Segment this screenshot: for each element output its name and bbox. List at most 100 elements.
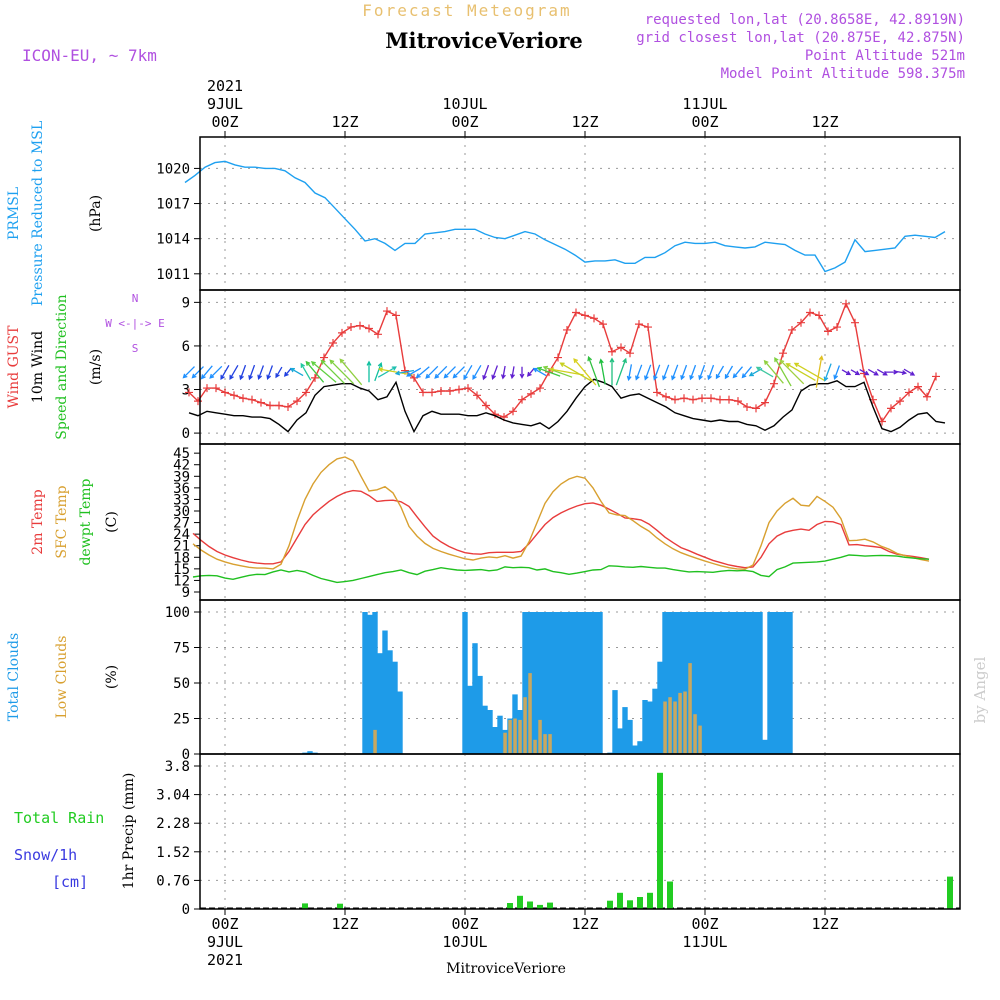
compass-s: S <box>132 342 139 355</box>
panel-label: PRMSL <box>6 187 22 240</box>
y-tick-label: 30 <box>173 504 190 520</box>
total-cloud-bar <box>697 612 703 754</box>
total-cloud-bar <box>577 612 583 754</box>
wind-arrow <box>191 366 204 379</box>
panel-label: dewpt Temp <box>78 478 94 565</box>
total-cloud-bar <box>522 612 528 754</box>
top-time-label: 00Z <box>211 113 238 131</box>
y-tick-label: 0 <box>182 902 190 918</box>
y-tick-label: 0.76 <box>156 873 190 889</box>
total-cloud-bar <box>482 705 488 754</box>
wind-arrow <box>472 364 482 380</box>
gust-marker <box>392 311 400 320</box>
total-cloud-bar <box>387 650 393 754</box>
top-time-label: 00Z <box>691 113 718 131</box>
total-cloud-bar <box>712 612 718 754</box>
y-tick-label: 25 <box>173 712 190 728</box>
total-cloud-bar <box>472 643 478 754</box>
gust-marker <box>320 353 328 362</box>
y-tick-label: 0 <box>182 426 190 442</box>
wind-arrow <box>239 364 247 381</box>
panel-label: Total Clouds <box>6 633 22 721</box>
location-title: MitroviceVeriore <box>385 28 583 53</box>
series-line-0 <box>192 489 930 569</box>
gust-marker <box>734 397 742 406</box>
top-time-label: 12Z <box>571 113 598 131</box>
total-cloud-bar <box>777 612 783 754</box>
y-tick-label: 12 <box>173 573 190 589</box>
gust-marker <box>770 379 778 388</box>
y-tick-label: 39 <box>173 469 190 485</box>
gust-marker <box>383 307 391 316</box>
rain-bar <box>527 901 533 909</box>
total-cloud-bar <box>742 612 748 754</box>
total-cloud-bar <box>662 612 668 754</box>
wind-arrow <box>500 365 506 380</box>
gust-marker <box>473 391 481 400</box>
bottom-time-label: 10JUL <box>442 933 487 951</box>
gust-marker <box>356 321 364 330</box>
gust-marker <box>662 392 670 401</box>
wind-arrow <box>626 364 633 382</box>
gust-marker <box>914 382 922 391</box>
compass-we: W <-|-> E <box>105 317 165 330</box>
wind-arrow <box>755 366 774 378</box>
gust-marker <box>230 391 238 400</box>
total-cloud-bar <box>372 612 378 754</box>
wind-arrow <box>894 370 908 376</box>
gust-marker <box>239 394 247 403</box>
panel-label: Wind GUST <box>6 325 22 409</box>
total-cloud-bar <box>617 728 623 754</box>
panel-label: 2m Temp <box>30 489 46 554</box>
wind-arrow <box>573 358 597 386</box>
y-tick-label: 3.8 <box>165 759 190 775</box>
gust-marker <box>689 395 697 404</box>
panels-layer: 1011 1014 1017 1020 PRMSL Pressure Reduced to… <box>6 77 961 969</box>
gust-marker <box>554 353 562 362</box>
y-tick-label: 21 <box>173 539 190 555</box>
gust-marker <box>518 395 526 404</box>
gust-marker <box>842 299 850 308</box>
gust-marker <box>203 384 211 393</box>
wind-arrow <box>707 364 715 381</box>
y-tick-label: 0 <box>182 747 190 763</box>
gust-marker <box>365 324 373 333</box>
panel-frame <box>199 753 961 910</box>
top-time-label: 12Z <box>331 113 358 131</box>
panel-wind: 0 3 6 9 Wind GUST 10m Wind Speed and Direction… <box>6 289 961 445</box>
rain-bar <box>657 772 663 909</box>
wind-arrow <box>698 364 706 381</box>
snow-label: Snow/1h <box>14 846 77 864</box>
total-cloud-bar <box>572 612 578 754</box>
gust-marker <box>464 384 472 393</box>
wind-arrow <box>406 367 422 377</box>
wind-arrow <box>220 364 230 380</box>
wind-arrow <box>283 367 292 377</box>
wind-arrow <box>229 364 239 380</box>
gust-marker <box>698 394 706 403</box>
gust-marker <box>617 343 625 352</box>
y-tick-label: 1011 <box>156 267 190 283</box>
gust-marker <box>599 320 607 329</box>
y-tick-label: 3 <box>182 383 190 399</box>
wind-arrow <box>491 365 499 380</box>
y-tick-label: 9 <box>182 585 190 601</box>
rain-bar <box>627 900 633 909</box>
total-cloud-bar <box>737 612 743 754</box>
total-cloud-bar <box>492 727 498 754</box>
low-cloud-bar <box>548 734 552 754</box>
y-tick-label: 100 <box>165 605 190 621</box>
gust-marker <box>374 330 382 339</box>
wind-arrow <box>724 365 734 380</box>
total-cloud-bar <box>782 612 788 754</box>
gust-marker <box>302 388 310 397</box>
wind-arrow <box>859 369 870 376</box>
gust-marker <box>896 397 904 406</box>
total-cloud-bar <box>562 612 568 754</box>
wind-arrow <box>425 365 439 379</box>
low-cloud-bar <box>523 697 527 754</box>
gust-marker <box>284 402 292 411</box>
gust-marker <box>257 398 265 407</box>
